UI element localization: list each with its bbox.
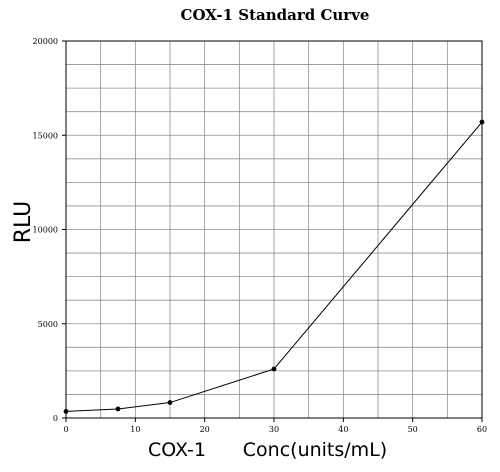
x-axis-ticks: 0 10 20 30 40 50 60	[63, 418, 487, 434]
y-axis-label: RLU	[11, 201, 36, 244]
data-point	[479, 119, 485, 125]
x-tick-label: 40	[338, 425, 348, 434]
data-point	[167, 400, 173, 405]
x-tick-label: 10	[130, 425, 140, 434]
chart-title: COX-1 Standard Curve	[181, 6, 370, 24]
y-tick-label: 5000	[38, 320, 58, 329]
data-point	[115, 406, 121, 412]
series-layer	[63, 119, 485, 414]
data-point	[271, 366, 277, 372]
data-point	[63, 409, 69, 414]
x-tick-label: 50	[408, 425, 418, 434]
y-tick-label: 15000	[33, 131, 58, 140]
y-tick-label: 10000	[33, 226, 58, 235]
x-tick-label: 0	[63, 425, 68, 434]
y-tick-label: 0	[53, 414, 58, 423]
grid	[66, 41, 482, 418]
x-axis-label-right: Conc(units/mL)	[243, 439, 387, 461]
x-axis-label-left: COX-1	[148, 439, 206, 461]
y-axis-ticks: 0 5000 10000 15000 20000	[33, 37, 66, 423]
x-tick-label: 20	[200, 425, 210, 434]
x-tick-label: 60	[477, 425, 487, 434]
x-tick-label: 30	[269, 425, 279, 434]
y-tick-label: 20000	[33, 37, 58, 46]
